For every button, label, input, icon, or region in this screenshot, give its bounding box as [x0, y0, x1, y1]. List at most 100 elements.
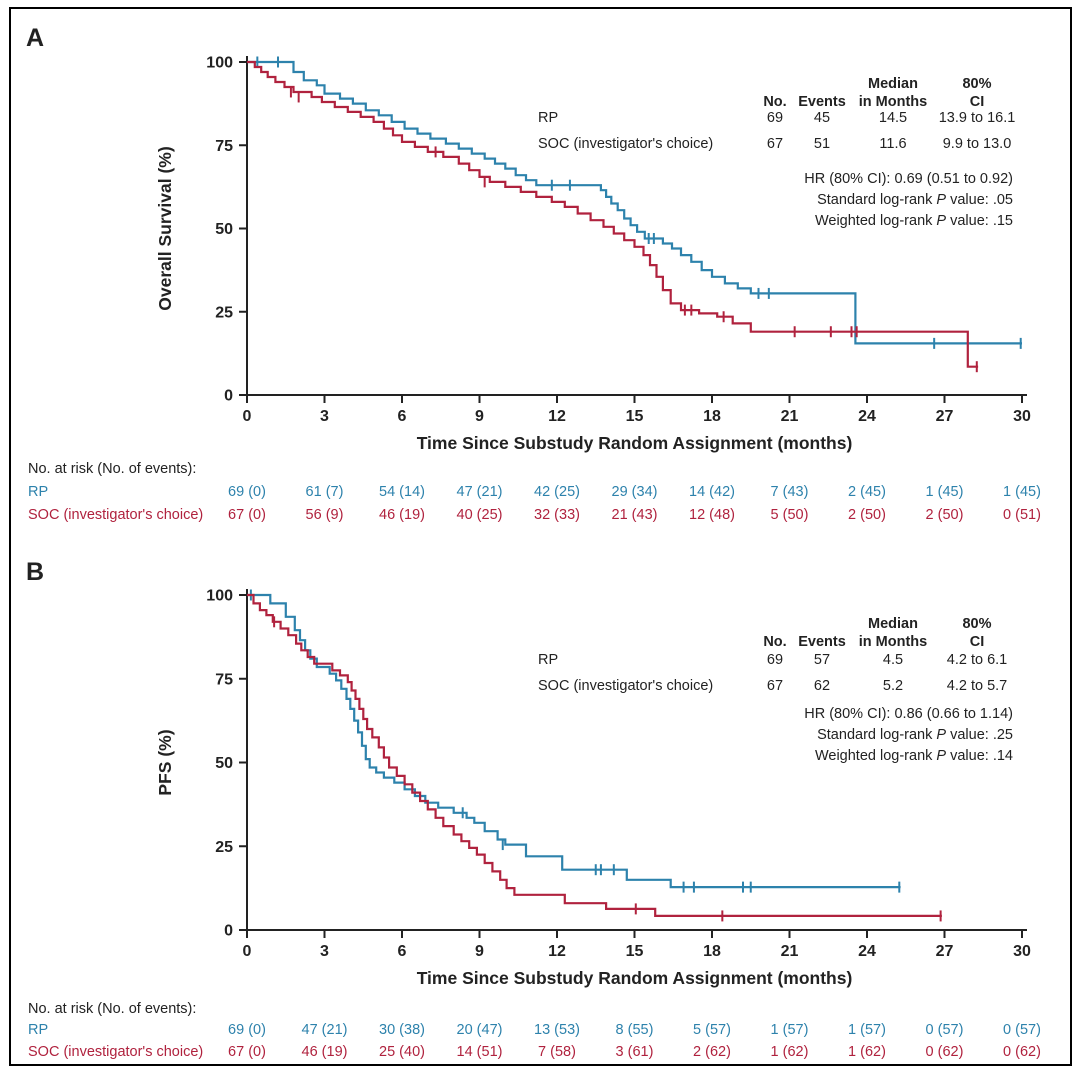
- risk-value: 30 (38): [379, 1022, 425, 1038]
- legend-header: 80%: [962, 76, 991, 92]
- risk-value: 1 (45): [926, 484, 964, 500]
- y-tick-label: 100: [206, 588, 233, 605]
- risk-value: 42 (25): [534, 484, 580, 500]
- risk-value: 0 (57): [1003, 1022, 1041, 1038]
- y-tick-label: 50: [215, 755, 233, 772]
- legend-header: in Months: [859, 634, 927, 650]
- y-tick-label: 25: [215, 304, 233, 321]
- rp-survival-curve: [247, 593, 901, 889]
- x-tick-label: 3: [320, 408, 329, 425]
- y-axis-title: PFS (%): [155, 729, 175, 795]
- x-axis-title: Time Since Substudy Random Assignment (m…: [417, 968, 853, 988]
- risk-value: 14 (42): [689, 484, 735, 500]
- legend-series-label: RP: [538, 652, 558, 668]
- legend-value: 11.6: [879, 136, 906, 152]
- x-tick-label: 27: [936, 943, 954, 960]
- x-tick-label: 12: [548, 943, 566, 960]
- rp-survival-curve: [247, 60, 1022, 345]
- risk-value: 0 (51): [1003, 507, 1041, 523]
- x-tick-label: 21: [781, 408, 799, 425]
- risk-value: 5 (50): [771, 507, 809, 523]
- x-tick-label: 24: [858, 943, 876, 960]
- risk-value: 32 (33): [534, 507, 580, 523]
- x-tick-label: 0: [243, 943, 252, 960]
- risk-value: 47 (21): [457, 484, 503, 500]
- legend-header: CI: [970, 634, 985, 650]
- y-tick-label: 75: [215, 138, 233, 155]
- stats-line: Weighted log-rank P value: .14: [815, 748, 1013, 764]
- risk-value: 5 (57): [693, 1022, 731, 1038]
- legend-series-label: RP: [538, 110, 558, 126]
- legend-series-label: SOC (investigator's choice): [538, 678, 713, 694]
- legend-value: 69: [767, 652, 783, 668]
- y-tick-label: 50: [215, 221, 233, 238]
- x-tick-label: 15: [626, 943, 644, 960]
- soc-survival-curve: [247, 593, 942, 917]
- risk-value: 1 (57): [771, 1022, 809, 1038]
- legend-value: 57: [814, 652, 830, 668]
- risk-value: 8 (55): [616, 1022, 654, 1038]
- x-tick-label: 27: [936, 408, 954, 425]
- legend-value: 45: [814, 110, 830, 126]
- risk-value: 1 (57): [848, 1022, 886, 1038]
- legend-header: 80%: [962, 616, 991, 632]
- risk-value: 7 (43): [771, 484, 809, 500]
- risk-value: 1 (62): [771, 1044, 809, 1060]
- legend-series-label: SOC (investigator's choice): [538, 136, 713, 152]
- stats-line: Standard log-rank P value: .25: [817, 727, 1013, 743]
- x-tick-label: 3: [320, 943, 329, 960]
- legend-header: CI: [970, 94, 985, 110]
- risk-value: 7 (58): [538, 1044, 576, 1060]
- risk-value: 3 (61): [616, 1044, 654, 1060]
- risk-value: 56 (9): [306, 507, 344, 523]
- risk-value: 14 (51): [457, 1044, 503, 1060]
- stats-line: Standard log-rank P value: .05: [817, 192, 1013, 208]
- legend-value: 69: [767, 110, 783, 126]
- risk-value: 0 (57): [926, 1022, 964, 1038]
- x-tick-label: 9: [475, 408, 484, 425]
- x-tick-label: 18: [703, 408, 721, 425]
- risk-value: 2 (62): [693, 1044, 731, 1060]
- risk-value: 61 (7): [306, 484, 344, 500]
- y-tick-label: 25: [215, 839, 233, 856]
- x-tick-label: 24: [858, 408, 876, 425]
- x-tick-label: 6: [398, 943, 407, 960]
- legend-header: Median: [868, 616, 918, 632]
- legend-header: No.: [763, 94, 786, 110]
- y-tick-label: 75: [215, 671, 233, 688]
- legend-header: in Months: [859, 94, 927, 110]
- risk-value: 67 (0): [228, 507, 266, 523]
- x-tick-label: 30: [1013, 943, 1031, 960]
- risk-table-title: No. at risk (No. of events):: [28, 461, 196, 477]
- risk-value: 0 (62): [926, 1044, 964, 1060]
- legend-value: 4.2 to 6.1: [947, 652, 1007, 668]
- legend-value: 62: [814, 678, 830, 694]
- risk-value: 21 (43): [612, 507, 658, 523]
- stats-line: HR (80% CI): 0.86 (0.66 to 1.14): [804, 706, 1013, 722]
- risk-row-label: RP: [28, 1022, 48, 1038]
- x-tick-label: 9: [475, 943, 484, 960]
- legend-header: Events: [798, 634, 846, 650]
- legend-header: No.: [763, 634, 786, 650]
- risk-row-label: SOC (investigator's choice): [28, 507, 203, 523]
- risk-value: 46 (19): [379, 507, 425, 523]
- x-tick-label: 6: [398, 408, 407, 425]
- x-axis-title: Time Since Substudy Random Assignment (m…: [417, 433, 853, 453]
- panel-letter: A: [26, 24, 44, 52]
- risk-value: 25 (40): [379, 1044, 425, 1060]
- legend-value: 4.2 to 5.7: [947, 678, 1007, 694]
- risk-value: 2 (50): [848, 507, 886, 523]
- risk-value: 69 (0): [228, 1022, 266, 1038]
- y-tick-label: 100: [206, 55, 233, 72]
- legend-value: 67: [767, 136, 783, 152]
- stats-line: Weighted log-rank P value: .15: [815, 213, 1013, 229]
- legend-value: 9.9 to 13.0: [943, 136, 1012, 152]
- risk-value: 20 (47): [457, 1022, 503, 1038]
- legend-value: 67: [767, 678, 783, 694]
- risk-table-title: No. at risk (No. of events):: [28, 1001, 196, 1017]
- y-tick-label: 0: [224, 923, 233, 940]
- risk-value: 40 (25): [457, 507, 503, 523]
